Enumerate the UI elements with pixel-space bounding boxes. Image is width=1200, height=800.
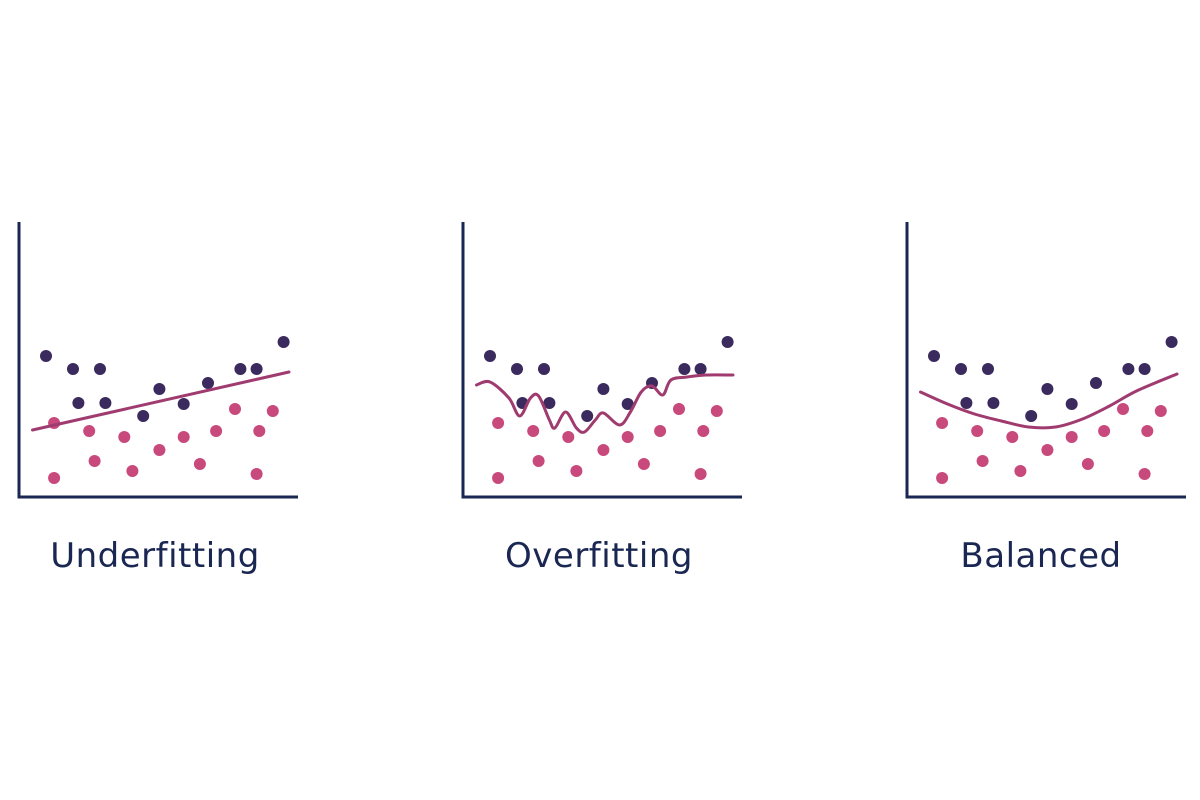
linear-panel xyxy=(17,222,298,499)
class-b-point xyxy=(193,458,206,470)
class-a-point xyxy=(1065,398,1078,410)
class-b-point xyxy=(710,405,723,417)
class-a-point xyxy=(1122,363,1135,375)
class-b-point xyxy=(597,444,610,456)
class-a-point xyxy=(1090,377,1102,389)
class-b-point xyxy=(936,417,949,429)
class-a-point xyxy=(250,363,263,375)
class-b-point xyxy=(694,468,707,480)
class-b-point xyxy=(1014,465,1027,477)
class-b-point xyxy=(1117,403,1129,415)
class-a-point xyxy=(511,363,523,375)
class-a-point xyxy=(67,363,79,375)
wiggly-panel xyxy=(461,222,742,499)
class-b-point xyxy=(562,431,575,443)
class-a-point xyxy=(678,363,691,375)
linear-fit-curve xyxy=(31,370,291,432)
class-b-point xyxy=(253,425,266,437)
class-b-point xyxy=(83,425,96,437)
class-b-point xyxy=(570,465,583,477)
class-a-point xyxy=(928,350,940,362)
class-b-point xyxy=(1006,431,1019,443)
class-b-point xyxy=(492,417,505,429)
class-a-point xyxy=(982,363,994,375)
class-a-point xyxy=(1025,410,1038,422)
class-b-point xyxy=(976,455,989,467)
class-b-point xyxy=(971,425,984,437)
class-b-point xyxy=(654,425,667,437)
class-a-point xyxy=(955,363,967,375)
class-a-point xyxy=(597,383,610,395)
class-b-point xyxy=(621,431,634,443)
class-b-point xyxy=(1141,425,1154,437)
class-a-point xyxy=(1041,383,1054,395)
class-b-point xyxy=(88,455,101,467)
class-b-point xyxy=(492,472,505,484)
class-a-point xyxy=(137,410,150,422)
balanced-label: Balanced xyxy=(960,536,1122,576)
class-a-point xyxy=(202,377,214,389)
class-b-point xyxy=(1081,458,1094,470)
class-a-point xyxy=(99,397,112,409)
class-a-point xyxy=(40,350,52,362)
class-b-point xyxy=(673,403,685,415)
class-a-point xyxy=(1138,363,1151,375)
class-a-point xyxy=(543,397,556,409)
class-b-point xyxy=(48,472,61,484)
class-b-point xyxy=(1041,444,1054,456)
underfitting-label: Underfitting xyxy=(50,536,260,576)
class-b-point xyxy=(1065,431,1078,443)
class-a-point xyxy=(960,397,973,409)
quadratic-panel xyxy=(905,222,1186,499)
class-a-point xyxy=(694,363,707,375)
class-b-point xyxy=(1154,405,1167,417)
class-b-point xyxy=(153,444,166,456)
overfitting-label: Overfitting xyxy=(505,536,693,576)
class-b-point xyxy=(210,425,223,437)
class-a-point xyxy=(72,397,85,409)
class-b-point xyxy=(229,403,241,415)
class-a-point xyxy=(153,383,166,395)
class-b-point xyxy=(250,468,263,480)
wiggly-fit-curve xyxy=(475,373,735,434)
class-a-point xyxy=(234,363,247,375)
class-b-point xyxy=(118,431,131,443)
class-b-point xyxy=(637,458,650,470)
class-b-point xyxy=(177,431,190,443)
class-b-point xyxy=(126,465,139,477)
class-a-point xyxy=(1165,336,1178,348)
class-a-point xyxy=(94,363,106,375)
class-b-point xyxy=(1138,468,1151,480)
class-a-point xyxy=(177,398,190,410)
quadratic-fit-curve xyxy=(919,372,1179,430)
class-b-point xyxy=(527,425,540,437)
class-b-point xyxy=(532,455,545,467)
class-a-point xyxy=(581,410,594,422)
class-a-point xyxy=(987,397,1000,409)
class-b-point xyxy=(266,405,279,417)
class-a-point xyxy=(277,336,290,348)
class-b-point xyxy=(936,472,949,484)
class-a-point xyxy=(484,350,496,362)
class-b-point xyxy=(697,425,710,437)
class-a-point xyxy=(621,398,634,410)
class-a-point xyxy=(538,363,550,375)
class-b-point xyxy=(1098,425,1111,437)
class-a-point xyxy=(721,336,734,348)
